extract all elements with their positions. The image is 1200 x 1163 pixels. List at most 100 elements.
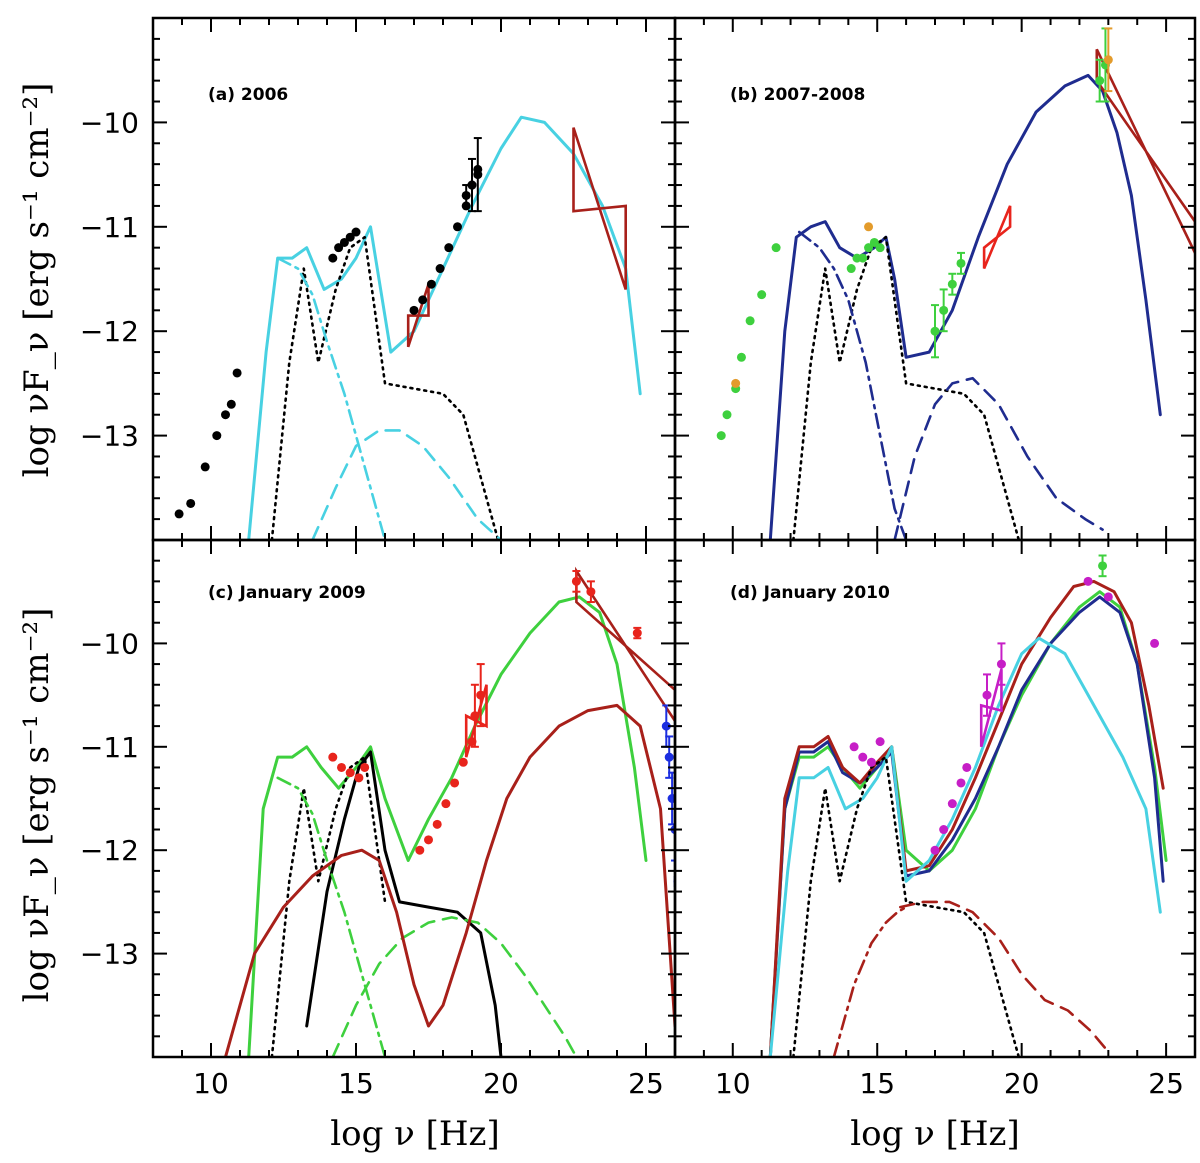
panel-3-point-2 xyxy=(450,778,460,788)
panel-1-series-4 xyxy=(311,429,503,540)
panel-1-point-3 xyxy=(453,222,462,232)
panel-2-point-6 xyxy=(1103,55,1113,65)
panel-1-point-1 xyxy=(226,399,236,409)
y-tick-label: −12 xyxy=(80,315,139,348)
panel-3-point-5 xyxy=(661,721,671,731)
panel-3-point-1 xyxy=(360,762,370,772)
panel-3-point-1 xyxy=(345,768,355,778)
panel-1-point-1 xyxy=(232,368,242,378)
panel-4-point-2 xyxy=(947,799,957,809)
panel-4-series-3 xyxy=(768,579,1165,1057)
panel-3-point-3 xyxy=(470,711,480,721)
panel-2-point-4 xyxy=(930,326,940,336)
panel-1-point-2 xyxy=(334,243,344,253)
panel-1-point-4 xyxy=(467,180,477,190)
x-tick-label: 10 xyxy=(193,1067,229,1100)
panel-1-point-4 xyxy=(473,170,483,180)
panel-2-point-3 xyxy=(864,243,874,253)
panel-4-point-1 xyxy=(858,752,868,762)
panel-2-series-1 xyxy=(768,73,1162,540)
panel-1-point-1 xyxy=(186,498,196,508)
panel-2-point-1 xyxy=(745,316,755,326)
panel-2-point-1 xyxy=(716,431,726,441)
panel-4-series-2 xyxy=(768,595,1165,1057)
panel-1-series-3 xyxy=(276,256,387,540)
y-tick-label: −10 xyxy=(80,106,139,139)
panel-4-point-2 xyxy=(930,845,940,855)
y-tick-label: −10 xyxy=(80,627,139,660)
panel-4-series-1 xyxy=(768,590,1168,1057)
panel-1-point-2 xyxy=(328,253,338,263)
panel-3-plot-area xyxy=(224,566,675,1057)
panel-3-point-4 xyxy=(571,576,581,586)
panel-4-point-1 xyxy=(849,742,859,752)
panel-3-series-6 xyxy=(224,703,675,1057)
panel-4-point-4 xyxy=(1083,576,1093,586)
panel-3-point-2 xyxy=(441,799,451,809)
panel-2-point-4 xyxy=(947,279,957,289)
panel-2-bowtie-2 xyxy=(1095,48,1195,254)
panel-1-point-3 xyxy=(426,279,436,289)
panel-1-point-1 xyxy=(174,509,184,519)
panel-3-point-4 xyxy=(632,628,642,638)
panel-1-point-3 xyxy=(444,243,454,253)
panel-2-label: (b) 2007-2008 xyxy=(730,85,865,105)
panel-1-bowtie-1 xyxy=(406,283,430,348)
panel-3-label: (c) January 2009 xyxy=(208,583,366,603)
panel-2-bowtie-1 xyxy=(982,205,1012,270)
panel-2-point-1 xyxy=(722,410,732,420)
panel-2-point-1 xyxy=(736,352,746,362)
panel-2-plot-area xyxy=(716,27,1195,540)
panel-1-point-2 xyxy=(351,227,361,237)
panel-3-series-2 xyxy=(305,750,503,1057)
x-tick-label: 15 xyxy=(338,1067,374,1100)
panel-4-point-4 xyxy=(1103,592,1113,602)
panel-4-point-3 xyxy=(996,659,1006,669)
panel-2-point-1 xyxy=(771,243,781,253)
x-tick-label: 20 xyxy=(483,1067,519,1100)
panel-2-point-3 xyxy=(858,253,868,263)
panel-3-point-2 xyxy=(424,835,433,845)
y-tick-label: −11 xyxy=(80,211,139,244)
x-tick-label: 10 xyxy=(715,1067,751,1100)
panel-1-point-2 xyxy=(345,232,355,242)
panel-2-series-2 xyxy=(792,235,1021,540)
panel-3-point-1 xyxy=(354,773,364,783)
panel-4-plot-area xyxy=(768,554,1168,1057)
panel-1-point-3 xyxy=(435,264,445,274)
y-tick-label: −13 xyxy=(80,938,139,971)
panel-1-label: (a) 2006 xyxy=(208,85,288,105)
panel-2-series-4 xyxy=(893,376,1104,540)
panel-1-plot-area xyxy=(174,115,642,540)
panel-3-point-5 xyxy=(664,752,674,762)
panel-3-point-2 xyxy=(415,845,425,855)
y-tick-label: −11 xyxy=(80,731,139,764)
panel-4-point-3 xyxy=(982,690,992,700)
panel-3-bowtie-3 xyxy=(673,876,675,890)
panel-4: 10 15 20 25 (d) January 2010 xyxy=(673,538,1197,1100)
x-tick-label: 25 xyxy=(628,1067,664,1100)
panel-3-series-5 xyxy=(331,916,578,1057)
panel-3-point-1 xyxy=(337,762,346,772)
panel-2-point-4 xyxy=(939,305,949,315)
y-tick-label: −12 xyxy=(80,834,139,867)
panel-2-point-3 xyxy=(875,243,885,253)
panel-4-series-7 xyxy=(899,900,1110,1054)
panel-3-series-3 xyxy=(270,755,387,1057)
panel-2-point-2 xyxy=(864,222,874,232)
y-axis-title-bottom: log νF_ν [erg s⁻¹ cm⁻²] xyxy=(17,608,57,1003)
panel-1-point-2 xyxy=(339,237,349,247)
panel-4-series-5 xyxy=(792,755,1021,1057)
x-tick-label: 20 xyxy=(1004,1067,1040,1100)
panel-3-point-3 xyxy=(476,690,486,700)
panel-1: −13 −12 −11 −10 (a) 2006 xyxy=(80,16,677,542)
panel-4-label: (d) January 2010 xyxy=(730,583,890,603)
panel-4-point-1 xyxy=(866,757,876,767)
panel-1-point-1 xyxy=(200,462,210,472)
panel-3-point-2 xyxy=(458,757,468,767)
panel-2-series-3 xyxy=(797,230,908,540)
panel-2-point-3 xyxy=(846,264,856,274)
panel-1-point-3 xyxy=(418,295,428,305)
x-axis-title-right: log ν [Hz] xyxy=(850,1114,1020,1154)
